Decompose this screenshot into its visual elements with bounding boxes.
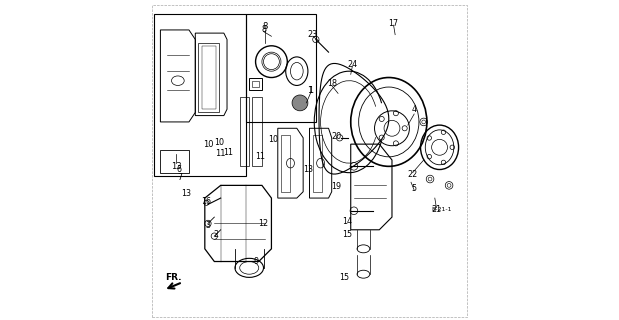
- Text: 1: 1: [309, 86, 314, 95]
- Text: 15: 15: [342, 230, 353, 239]
- Text: 12: 12: [259, 219, 269, 228]
- Text: 15: 15: [339, 273, 350, 282]
- Text: 13: 13: [181, 189, 191, 198]
- Text: B-21-1: B-21-1: [431, 207, 451, 212]
- Text: 8: 8: [261, 25, 266, 35]
- Text: 9: 9: [253, 257, 258, 266]
- Bar: [199, 43, 219, 112]
- Text: 3: 3: [206, 220, 210, 229]
- Text: 4: 4: [412, 105, 417, 114]
- Text: 23: 23: [308, 30, 318, 39]
- Text: 10: 10: [214, 138, 224, 147]
- Text: 5: 5: [412, 184, 417, 193]
- Text: 10: 10: [203, 140, 213, 148]
- Text: 11: 11: [255, 152, 266, 161]
- Text: 19: 19: [331, 182, 342, 191]
- Text: 2: 2: [214, 230, 219, 239]
- Text: 10: 10: [268, 135, 278, 144]
- Text: 8: 8: [262, 22, 268, 31]
- Text: 7: 7: [177, 173, 182, 182]
- Text: 11: 11: [223, 148, 233, 156]
- Bar: [202, 46, 216, 109]
- Text: 16: 16: [201, 197, 212, 206]
- Text: 17: 17: [389, 19, 399, 28]
- Text: 11: 11: [215, 149, 226, 158]
- Text: 21: 21: [431, 205, 441, 214]
- Text: 20: 20: [331, 132, 342, 141]
- Text: 13: 13: [303, 165, 313, 174]
- Text: 6: 6: [177, 165, 182, 174]
- Text: 22: 22: [407, 170, 418, 179]
- Text: FR.: FR.: [165, 273, 182, 282]
- Bar: [249, 77, 262, 90]
- Text: 18: 18: [327, 79, 337, 88]
- Circle shape: [292, 95, 308, 111]
- Bar: [253, 81, 259, 87]
- Text: 24: 24: [347, 60, 357, 69]
- Text: 1: 1: [307, 86, 312, 95]
- Text: 13: 13: [171, 162, 181, 171]
- Text: 14: 14: [342, 217, 353, 226]
